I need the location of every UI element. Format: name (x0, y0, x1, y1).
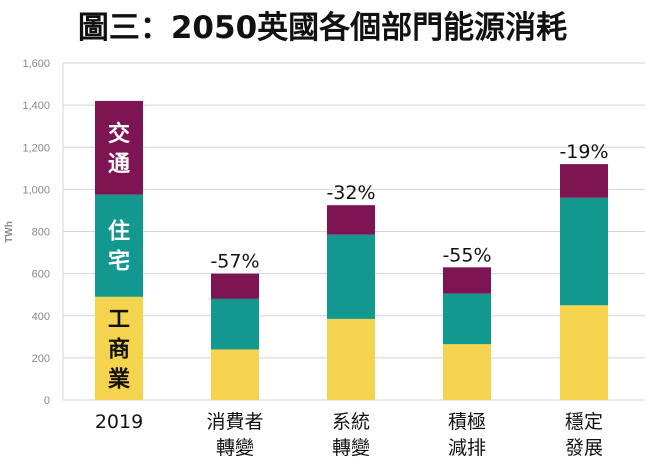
x-tick-label: 轉變 (332, 437, 370, 459)
change-annotation: -55% (442, 244, 491, 266)
x-tick-label: 發展 (565, 437, 603, 459)
x-tick-label: 減排 (448, 437, 486, 459)
y-tick-label: 1,400 (22, 100, 50, 112)
bar-segment-residential (443, 293, 491, 345)
y-tick-label: 200 (32, 353, 50, 365)
series-label: 住 (108, 219, 130, 245)
series-label: 宅 (108, 249, 130, 275)
bar-segment-transport (327, 205, 375, 235)
y-tick-label: 800 (32, 227, 50, 239)
bar-segment-transport (443, 267, 491, 294)
bar-segment-transport (560, 164, 608, 198)
bar-segment-transport (95, 100, 143, 195)
y-tick-label: 400 (32, 311, 50, 323)
x-tick-label: 積極 (448, 411, 486, 433)
y-tick-label: 1,200 (22, 142, 50, 154)
y-tick-label: 1,600 (22, 58, 50, 70)
series-label: 業 (108, 367, 131, 392)
bar-segment-industry (560, 305, 608, 400)
bar-segment-residential (327, 234, 375, 319)
change-annotation: -57% (210, 251, 259, 273)
chart-title: 圖三：2050英國各個部門能源消耗 (77, 10, 568, 46)
bar-segment-industry (443, 344, 491, 400)
change-annotation: -19% (559, 141, 608, 163)
x-tick-label: 2019 (95, 411, 143, 433)
bar-segment-residential (211, 298, 259, 350)
bar-segment-transport (211, 273, 259, 299)
bar-segment-industry (327, 318, 375, 400)
bar-segment-residential (560, 197, 608, 306)
change-annotation: -32% (326, 182, 375, 204)
bar-segment-industry (95, 296, 143, 400)
series-label: 工 (108, 307, 130, 332)
series-label: 交 (108, 121, 130, 147)
bar-segment-industry (211, 349, 259, 400)
x-tick-label: 穩定 (565, 411, 603, 433)
series-label: 通 (108, 152, 130, 177)
x-tick-label: 系統 (332, 411, 370, 433)
x-tick-label: 轉變 (216, 437, 254, 459)
y-tick-label: 1,000 (22, 184, 50, 196)
y-tick-label: 600 (32, 269, 50, 281)
series-label: 商 (108, 336, 130, 362)
x-tick-label: 消費者 (206, 411, 263, 433)
bar-segment-residential (95, 194, 143, 297)
y-tick-label: 0 (44, 395, 50, 407)
y-axis-label: TWh (4, 221, 15, 243)
